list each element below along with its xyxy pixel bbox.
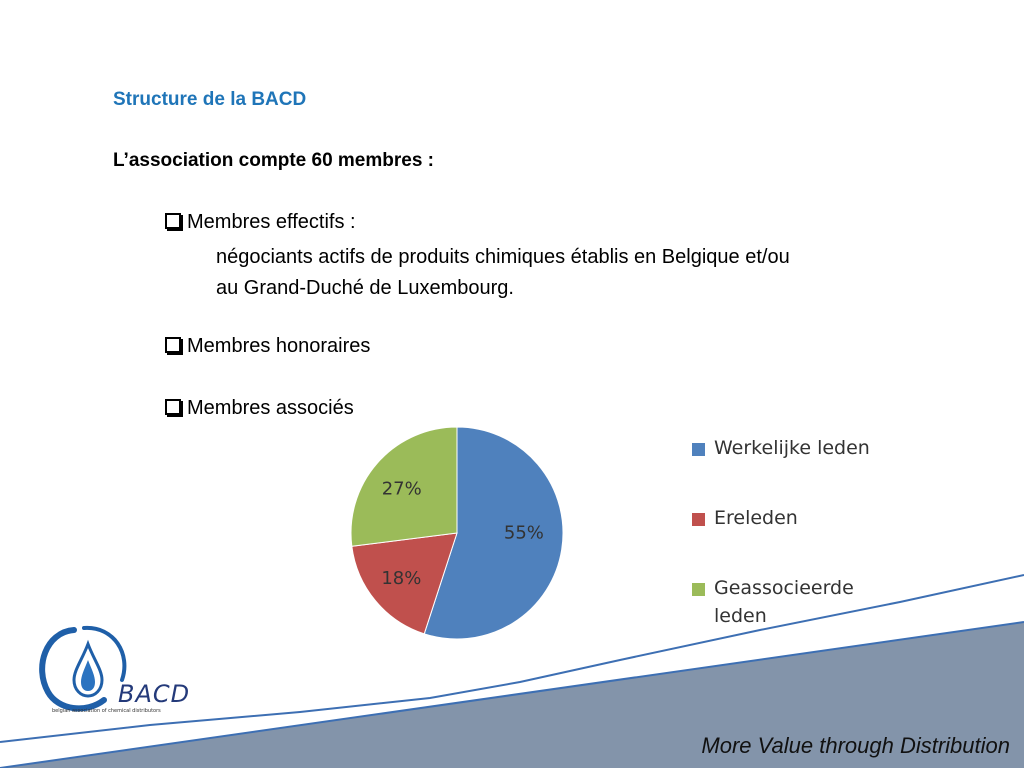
pie-slice-label: 27% bbox=[382, 479, 422, 500]
legend-label-continued: leden bbox=[714, 605, 767, 627]
legend-label: Werkelijke leden bbox=[714, 437, 870, 459]
slide-subtitle: L’association compte 60 membres : bbox=[113, 150, 435, 171]
legend-label: Geassocieerde bbox=[714, 577, 854, 599]
checkbox-bullet-icon bbox=[165, 399, 181, 415]
legend-item-werkelijke-leden: Werkelijke leden bbox=[692, 434, 884, 462]
tagline: More Value through Distribution bbox=[701, 733, 1010, 758]
legend-swatch bbox=[692, 583, 705, 596]
effectifs-description: négociants actifs de produits chimiques … bbox=[216, 242, 916, 304]
description-line: négociants actifs de produits chimiques … bbox=[216, 246, 790, 268]
legend-item-ereleden: Ereleden bbox=[692, 504, 884, 532]
band-top-line bbox=[0, 574, 1024, 743]
logo-swoosh bbox=[39, 627, 107, 712]
logo-text: BACD bbox=[118, 680, 190, 708]
pie-slice-label: 18% bbox=[381, 568, 421, 589]
bullet-membres-effectifs: Membres effectifs : bbox=[165, 211, 356, 234]
pie-slice-label: 55% bbox=[504, 522, 544, 543]
bacd-logo: BACD belgian association of chemical dis… bbox=[39, 625, 190, 714]
legend-swatch bbox=[692, 443, 705, 456]
legend-swatch bbox=[692, 513, 705, 526]
pie-slice bbox=[350, 426, 458, 547]
bullet-membres-associes: Membres associés bbox=[165, 397, 354, 420]
bullet-label: Membres associés bbox=[187, 397, 354, 419]
slide-title: Structure de la BACD bbox=[113, 89, 307, 110]
checkbox-bullet-icon bbox=[165, 337, 181, 353]
pie-chart: 55% 18% 27% bbox=[350, 426, 564, 640]
logo-swoosh-inner bbox=[82, 625, 127, 682]
logo-caption: belgian association of chemical distribu… bbox=[52, 708, 161, 714]
pie-slice bbox=[423, 426, 564, 640]
band-edge-line bbox=[0, 621, 1024, 768]
bullet-label: Membres effectifs : bbox=[187, 211, 356, 233]
legend-label: Ereleden bbox=[714, 507, 798, 529]
bullet-membres-honoraires: Membres honoraires bbox=[165, 335, 370, 358]
pie-slice bbox=[351, 532, 458, 635]
bullet-label: Membres honoraires bbox=[187, 335, 371, 357]
legend-item-geassocieerde-leden: Geassocieerde leden bbox=[692, 574, 884, 630]
checkbox-bullet-icon bbox=[165, 213, 181, 229]
description-line: au Grand-Duché de Luxembourg. bbox=[216, 277, 514, 299]
droplet-inner-icon bbox=[81, 660, 95, 691]
